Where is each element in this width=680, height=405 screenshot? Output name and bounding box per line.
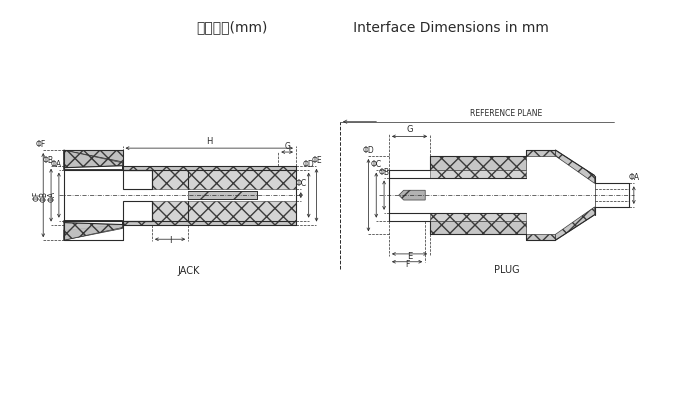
Text: ΦF: ΦF — [32, 190, 41, 201]
Text: G: G — [406, 125, 413, 134]
Polygon shape — [122, 221, 296, 225]
Polygon shape — [389, 178, 526, 213]
Polygon shape — [556, 207, 595, 241]
Text: ΦA: ΦA — [50, 159, 61, 168]
Text: ΦD: ΦD — [303, 159, 315, 168]
Polygon shape — [389, 170, 526, 178]
Text: ΦD: ΦD — [362, 146, 374, 155]
Polygon shape — [64, 151, 122, 162]
Polygon shape — [64, 166, 122, 170]
Polygon shape — [122, 170, 152, 190]
Text: G: G — [284, 142, 290, 151]
Polygon shape — [64, 151, 122, 168]
Text: E: E — [407, 251, 412, 260]
Polygon shape — [122, 202, 152, 221]
Polygon shape — [389, 221, 556, 241]
Text: ΦB: ΦB — [43, 156, 54, 164]
Polygon shape — [122, 166, 296, 170]
Polygon shape — [188, 192, 257, 200]
Text: ΦA: ΦA — [628, 173, 639, 182]
Text: PLUG: PLUG — [494, 264, 520, 274]
Text: JACK: JACK — [177, 265, 199, 275]
Text: ΦA: ΦA — [48, 190, 57, 201]
Text: F: F — [405, 259, 409, 268]
Text: ΦE: ΦE — [311, 156, 322, 164]
Text: ΦB: ΦB — [40, 190, 49, 201]
Polygon shape — [64, 151, 122, 166]
Polygon shape — [389, 213, 526, 221]
Polygon shape — [64, 151, 122, 168]
Text: H: H — [206, 137, 212, 146]
Polygon shape — [64, 221, 122, 225]
Polygon shape — [64, 223, 122, 241]
Text: Interface Dimensions in mm: Interface Dimensions in mm — [340, 21, 549, 34]
Polygon shape — [152, 170, 296, 190]
Text: ΦF: ΦF — [35, 140, 46, 149]
Text: ΦC: ΦC — [371, 159, 381, 168]
Polygon shape — [595, 184, 629, 207]
Polygon shape — [389, 151, 556, 170]
Polygon shape — [556, 151, 595, 184]
Polygon shape — [152, 202, 296, 221]
Text: REFERENCE PLANE: REFERENCE PLANE — [471, 109, 543, 117]
Polygon shape — [398, 191, 425, 200]
Text: ΦB: ΦB — [379, 167, 390, 176]
Text: 界面尺寸(mm): 界面尺寸(mm) — [197, 21, 268, 34]
Polygon shape — [64, 225, 122, 241]
Text: ΦC: ΦC — [295, 179, 307, 188]
Text: I: I — [169, 236, 171, 245]
